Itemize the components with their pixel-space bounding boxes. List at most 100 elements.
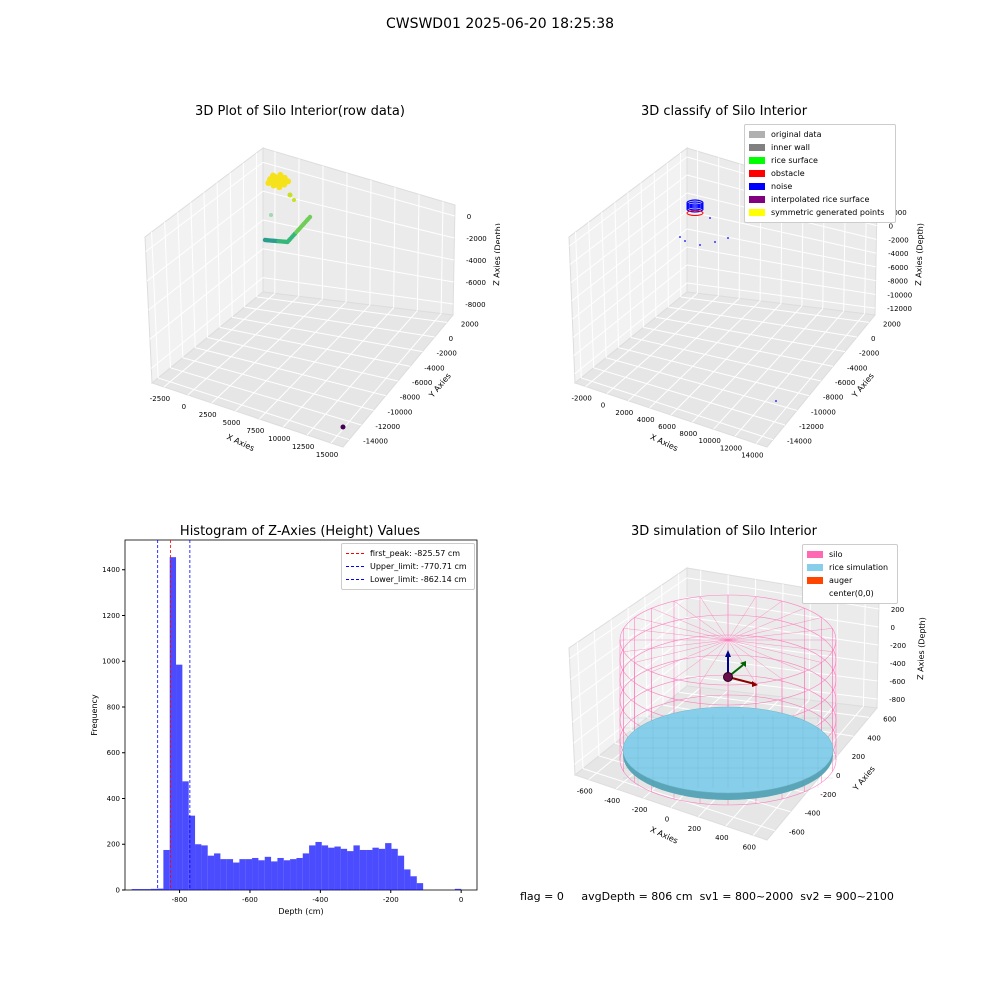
- x-axis-label: Depth (cm): [278, 907, 323, 916]
- x-tick-label: -200: [383, 896, 399, 904]
- legend-item: first_peak: -825.57 cm: [346, 547, 470, 560]
- x-gridline: [862, 597, 866, 707]
- green-point-arc: [262, 213, 313, 245]
- histogram-bar: [283, 860, 291, 890]
- legend-item: obstacle: [749, 167, 891, 180]
- classify-legend: original data inner wall rice surface obsta…: [744, 124, 896, 223]
- z-gridline: [686, 264, 876, 295]
- z-tick-label: 0: [891, 624, 895, 632]
- z-gridline: [262, 248, 454, 283]
- y-gridline: [244, 306, 435, 338]
- silo-roof-wire: [727, 607, 805, 641]
- y-tick-label: 600: [107, 749, 120, 757]
- y-tick-label: 800: [107, 703, 120, 711]
- data-point: [285, 178, 292, 185]
- histogram-bar: [264, 856, 272, 890]
- legend-swatch: [807, 564, 823, 571]
- histogram-bar: [226, 859, 234, 890]
- histogram-bar: [378, 848, 386, 890]
- y-arrow-head: [740, 661, 746, 667]
- x-tick-label: 5000: [223, 419, 241, 427]
- legend-swatch: [346, 553, 364, 554]
- data-point: [292, 198, 296, 202]
- y-tick-label: 2000: [461, 320, 479, 328]
- silo-roof-wire: [651, 639, 729, 673]
- x-tick-label: 15000: [316, 451, 338, 459]
- y-axis-label: Frequency: [90, 694, 99, 736]
- figure-title: CWSWD01 2025-06-20 18:25:38: [385, 16, 615, 32]
- x-tick-label: 2000: [615, 409, 633, 417]
- histogram-bar: [366, 849, 373, 890]
- y-tick-label: 200: [107, 841, 120, 849]
- z-gridline: [686, 616, 879, 646]
- y-tick-label: -2000: [859, 350, 879, 358]
- x-tick-label: -400: [604, 797, 620, 805]
- legend-swatch: [346, 566, 364, 567]
- z-tick-label: -200: [890, 642, 906, 650]
- z-tick-label: -6000: [466, 279, 486, 287]
- flag-text: flag = 0: [520, 890, 564, 903]
- y-gridline: [593, 630, 600, 756]
- silo-roof-wire: [727, 639, 805, 673]
- y-gridline: [680, 296, 870, 323]
- histogram-bar: [207, 855, 215, 890]
- y-tick-label: 0: [449, 335, 453, 343]
- legend-item: inner wall: [749, 141, 891, 154]
- histogram-bar: [397, 855, 405, 890]
- rice-mesh: [623, 715, 833, 788]
- histogram-bar: [245, 859, 253, 890]
- y-tick-label: -200: [820, 791, 836, 799]
- z-gridline: [571, 210, 688, 302]
- silo-roof-wire: [727, 639, 833, 652]
- simulation-plot-title: 3D simulation of Silo Interior: [631, 524, 817, 539]
- sv1-text: sv1 = 800~2000: [699, 890, 794, 903]
- legend-item: interpolated rice surface: [749, 193, 891, 206]
- x-tick-label: 0: [459, 896, 463, 904]
- z-gridline: [686, 246, 876, 282]
- histogram-bar: [309, 845, 316, 890]
- histogram-bar: [131, 889, 139, 890]
- legend-label: rice simulation: [829, 563, 889, 572]
- data-point: [275, 181, 282, 188]
- y-gridline: [575, 232, 582, 378]
- z-axis-label: Z Axies (Depth): [492, 223, 500, 286]
- z-gridline: [573, 264, 688, 357]
- legend-swatch: [749, 209, 765, 216]
- histogram-bar: [347, 851, 354, 890]
- y-tick-label: 1000: [102, 658, 120, 666]
- z-gridline: [570, 597, 688, 681]
- z-tick-label: -6000: [888, 264, 908, 272]
- z-tick-label: 0: [889, 223, 893, 231]
- y-gridline: [618, 347, 810, 397]
- legend-label: rice surface: [771, 156, 818, 165]
- floor-pane: [150, 291, 454, 448]
- y-gridline: [655, 316, 846, 353]
- legend-swatch: [749, 196, 765, 203]
- legend-item: Lower_limit: -862.14 cm: [346, 573, 470, 586]
- histogram-bar: [239, 859, 246, 890]
- z-axis-label: Z Axies (Depth): [916, 617, 927, 680]
- z-gridline: [262, 277, 454, 305]
- legend-label: original data: [771, 130, 822, 139]
- legend-label: interpolated rice surface: [771, 195, 870, 204]
- histogram-bar: [454, 888, 462, 890]
- x-gridline: [835, 593, 839, 704]
- noise-point: [727, 237, 729, 239]
- x-tick-label: -400: [312, 896, 328, 904]
- x-tick-label: 4000: [637, 416, 655, 424]
- y-gridline: [232, 316, 423, 353]
- y-tick-label: -2000: [436, 350, 456, 358]
- histogram-bar: [334, 846, 341, 890]
- legend-swatch: [749, 144, 765, 151]
- x-axis-label: X Axies: [225, 432, 256, 453]
- legend-label: Upper_limit: -770.71 cm: [370, 562, 467, 571]
- legend-swatch: [749, 157, 765, 164]
- classify-plot-title: 3D classify of Silo Interior: [640, 104, 808, 119]
- x-axis-label: X Axies: [649, 825, 680, 846]
- raw-plot-title: 3D Plot of Silo Interior(row data): [195, 104, 405, 119]
- x-tick-label: 400: [715, 834, 728, 842]
- z-tick-label: -800: [889, 696, 905, 704]
- x-tick-label: -200: [632, 806, 648, 814]
- z-tick-label: -400: [890, 660, 906, 668]
- y-gridline: [582, 768, 776, 832]
